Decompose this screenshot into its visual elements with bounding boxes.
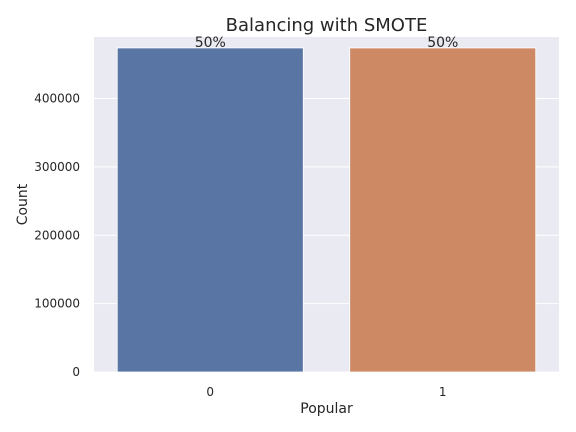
y-tick-label: 100000	[34, 297, 80, 311]
x-axis-label: Popular	[300, 401, 353, 417]
bars-group	[116, 47, 537, 373]
y-axis-label: Count	[15, 183, 31, 225]
y-tick-label: 200000	[34, 228, 80, 242]
bar-data-label: 50%	[195, 35, 226, 51]
y-tick-label: 400000	[34, 92, 80, 106]
y-tick-label: 300000	[34, 160, 80, 174]
bar-0	[116, 47, 304, 373]
bar-data-label: 50%	[427, 35, 458, 51]
y-tick-label: 0	[72, 365, 80, 379]
data-labels-group: 50% 50%	[195, 35, 459, 51]
bar-1	[349, 47, 537, 373]
x-tick-label: 0	[206, 385, 214, 399]
x-tick-label: 1	[439, 385, 447, 399]
chart-title: Balancing with SMOTE	[226, 15, 428, 36]
y-axis-ticks: 0 100000 200000 300000 400000	[34, 92, 80, 379]
